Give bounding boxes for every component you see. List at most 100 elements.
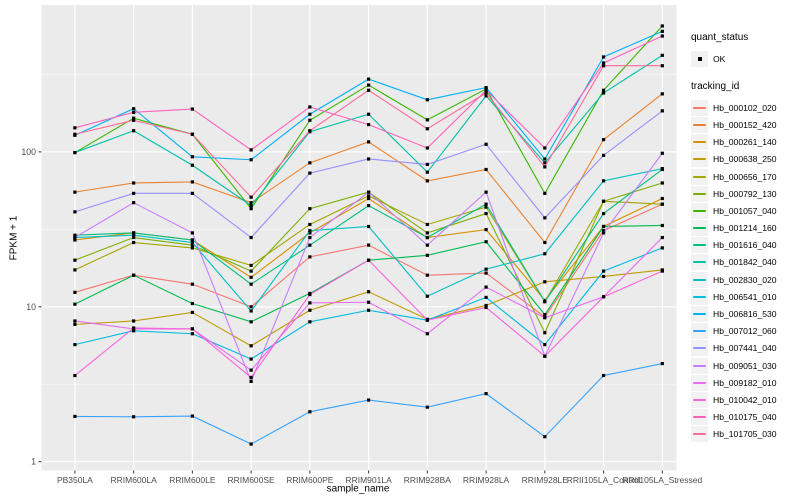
- data-point: [484, 211, 488, 216]
- series-points-Hb_007441_040: [73, 109, 664, 240]
- data-point: [190, 310, 194, 315]
- data-point: [543, 161, 547, 165]
- data-point: [132, 231, 136, 235]
- data-point: [660, 269, 664, 273]
- x-tick-label: RRIM928LE: [522, 475, 569, 485]
- data-point: [190, 332, 194, 336]
- legend-item-label: OK: [713, 53, 726, 64]
- line-swatch-icon: [693, 416, 706, 419]
- data-point: [425, 222, 429, 227]
- legend-key: [691, 116, 708, 133]
- series-points-Hb_101705_030: [73, 64, 664, 199]
- data-point: [73, 343, 77, 347]
- legend-key: [691, 220, 708, 237]
- data-point: [543, 435, 547, 439]
- data-point: [132, 415, 136, 419]
- legend-item-label: Hb_000656_170: [713, 171, 777, 182]
- data-point: [660, 34, 664, 38]
- legend-title-quant-status: quant_status: [691, 32, 749, 43]
- data-point: [425, 127, 429, 131]
- data-point: [543, 157, 547, 161]
- data-point: [73, 233, 77, 237]
- data-point: [73, 319, 77, 323]
- data-point: [249, 158, 253, 162]
- data-point: [484, 88, 488, 92]
- data-point: [132, 181, 136, 185]
- line-swatch-icon: [693, 192, 706, 195]
- legend-key: [691, 340, 708, 357]
- legend-item-label: Hb_101705_030: [713, 429, 777, 440]
- data-point: [425, 179, 429, 183]
- data-point: [73, 235, 77, 240]
- data-point: [543, 191, 547, 195]
- series-points-Hb_000792_130: [73, 181, 664, 335]
- data-point: [249, 235, 253, 240]
- legend-key: [691, 357, 708, 374]
- data-point: [132, 191, 136, 195]
- data-point: [190, 191, 194, 195]
- legend-key: [691, 288, 708, 305]
- legend-item-label: Hb_007012_060: [713, 326, 777, 337]
- data-point: [367, 204, 371, 208]
- data-point: [543, 252, 547, 256]
- data-point: [249, 282, 253, 286]
- data-point: [249, 269, 253, 273]
- legend-key: [691, 323, 708, 340]
- data-point: [660, 151, 664, 155]
- series-points-Hb_002830_020: [73, 167, 664, 313]
- legend-item-Hb_101705_030: Hb_101705_030: [691, 426, 799, 443]
- data-point: [190, 301, 194, 306]
- data-point: [308, 292, 312, 297]
- data-point: [425, 235, 429, 240]
- data-point: [367, 123, 371, 127]
- data-point: [73, 210, 77, 214]
- legend-item-Hb_000102_020: Hb_000102_020: [691, 99, 799, 116]
- series-points-Hb_000152_420: [73, 92, 664, 245]
- data-point: [425, 318, 429, 322]
- legend-item-Hb_009182_010: Hb_009182_010: [691, 374, 799, 391]
- legend-item-Hb_010042_010: Hb_010042_010: [691, 391, 799, 408]
- legend-item-label: Hb_006816_530: [713, 309, 777, 320]
- data-point: [73, 414, 77, 419]
- data-point: [601, 55, 606, 59]
- legend: quant_status OK tracking_id Hb_000102_02…: [691, 32, 799, 443]
- legend-item-Hb_007441_040: Hb_007441_040: [691, 340, 799, 357]
- data-point: [601, 179, 606, 183]
- data-point: [425, 98, 429, 102]
- legend-item-Hb_002830_020: Hb_002830_020: [691, 271, 799, 288]
- data-point: [367, 290, 371, 294]
- data-point: [308, 105, 312, 109]
- data-point: [367, 224, 371, 229]
- data-point: [190, 231, 194, 235]
- data-point: [132, 240, 136, 245]
- legend-item-Hb_000638_250: Hb_000638_250: [691, 151, 799, 168]
- data-point: [249, 275, 253, 279]
- x-tick-label: RRIM928LA: [463, 475, 510, 485]
- data-point: [190, 132, 194, 136]
- data-point: [601, 138, 606, 142]
- data-point: [367, 77, 371, 81]
- legend-item-ok: OK: [691, 50, 799, 67]
- data-point: [543, 316, 547, 320]
- data-point: [484, 295, 488, 299]
- line-swatch-icon: [693, 433, 706, 436]
- legend-item-label: Hb_001214_160: [713, 223, 777, 234]
- data-point: [660, 167, 664, 171]
- data-point: [249, 442, 253, 446]
- data-point: [660, 361, 664, 366]
- data-point: [484, 94, 488, 98]
- x-tick-label: RRIM600SE: [227, 475, 275, 485]
- legend-item-label: Hb_000638_250: [713, 154, 777, 165]
- data-point: [601, 153, 606, 157]
- x-axis-title: sample_name: [326, 483, 390, 495]
- data-point: [132, 235, 136, 240]
- data-point: [543, 300, 547, 304]
- legend-item-label: Hb_002830_020: [713, 274, 777, 285]
- legend-item-Hb_009051_030: Hb_009051_030: [691, 357, 799, 374]
- data-point: [660, 181, 664, 185]
- legend-key: [691, 374, 708, 391]
- data-point: [132, 116, 136, 120]
- data-point: [601, 231, 606, 235]
- data-point: [425, 332, 429, 336]
